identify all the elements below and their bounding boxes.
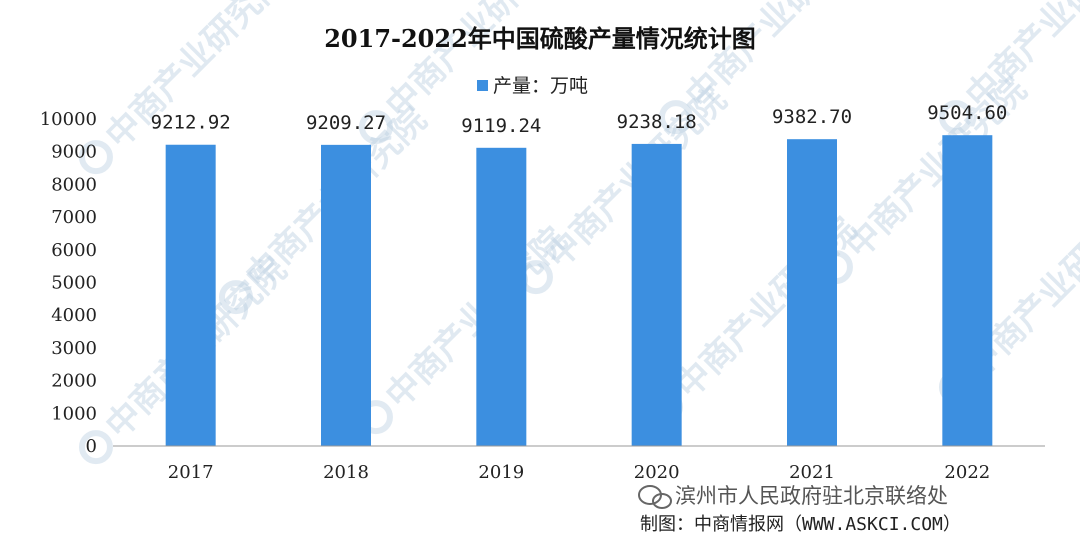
chart-title: 2017-2022年中国硫酸产量情况统计图 <box>324 24 756 53</box>
y-axis: 0 1000 2000 3000 4000 5000 6000 7000 8000 9000 100… <box>40 109 97 457</box>
legend-label: 产量：万吨 <box>493 75 588 97</box>
y-tick-label: 4000 <box>51 305 97 326</box>
bar <box>165 144 216 446</box>
y-tick-label: 3000 <box>51 338 97 359</box>
y-tick-label: 0 <box>86 436 97 457</box>
y-tick-label: 8000 <box>51 174 97 195</box>
x-tick-label: 2020 <box>634 462 680 483</box>
data-label: 9212.92 <box>151 112 231 134</box>
bar <box>631 143 682 447</box>
legend-swatch <box>477 80 488 91</box>
y-tick-label: 6000 <box>51 240 97 261</box>
data-label: 9382.70 <box>772 106 852 128</box>
x-tick-label: 2021 <box>789 462 835 483</box>
watermark: 中商产业研究院 <box>358 220 575 435</box>
y-tick-label: 1000 <box>51 403 97 424</box>
bar <box>321 144 371 446</box>
y-tick-label: 10000 <box>40 109 97 130</box>
bars: 9212.92 9209.27 9119.24 9238.18 9382.70 9504.… <box>151 102 1007 447</box>
bar <box>476 147 527 447</box>
bar <box>942 135 993 446</box>
official-account-mark: 滨州市人民政府驻北京联络处 <box>638 484 948 509</box>
x-tick-label: 2018 <box>323 462 369 483</box>
legend: 产量：万吨 <box>477 75 588 97</box>
x-axis: 2017 2018 2019 2020 2021 2022 <box>168 462 990 483</box>
data-label: 9119.24 <box>461 115 541 137</box>
y-tick-label: 7000 <box>51 207 97 228</box>
y-tick-label: 5000 <box>51 273 97 294</box>
data-label: 9238.18 <box>617 111 697 133</box>
chart-credit: 制图：中商情报网（WWW.ASKCI.COM） <box>640 514 961 535</box>
y-tick-label: 2000 <box>51 371 97 392</box>
data-label: 9504.60 <box>927 102 1007 124</box>
data-label: 9209.27 <box>306 112 386 134</box>
y-tick-label: 9000 <box>51 142 97 163</box>
official-account-name: 滨州市人民政府驻北京联络处 <box>675 484 948 508</box>
svg-text:中商产业研究院: 中商产业研究院 <box>838 70 1035 267</box>
x-tick-label: 2019 <box>478 462 524 483</box>
x-tick-label: 2022 <box>944 462 990 483</box>
bar <box>787 139 837 446</box>
wechat-icon <box>638 485 672 509</box>
x-tick-label: 2017 <box>168 462 214 483</box>
